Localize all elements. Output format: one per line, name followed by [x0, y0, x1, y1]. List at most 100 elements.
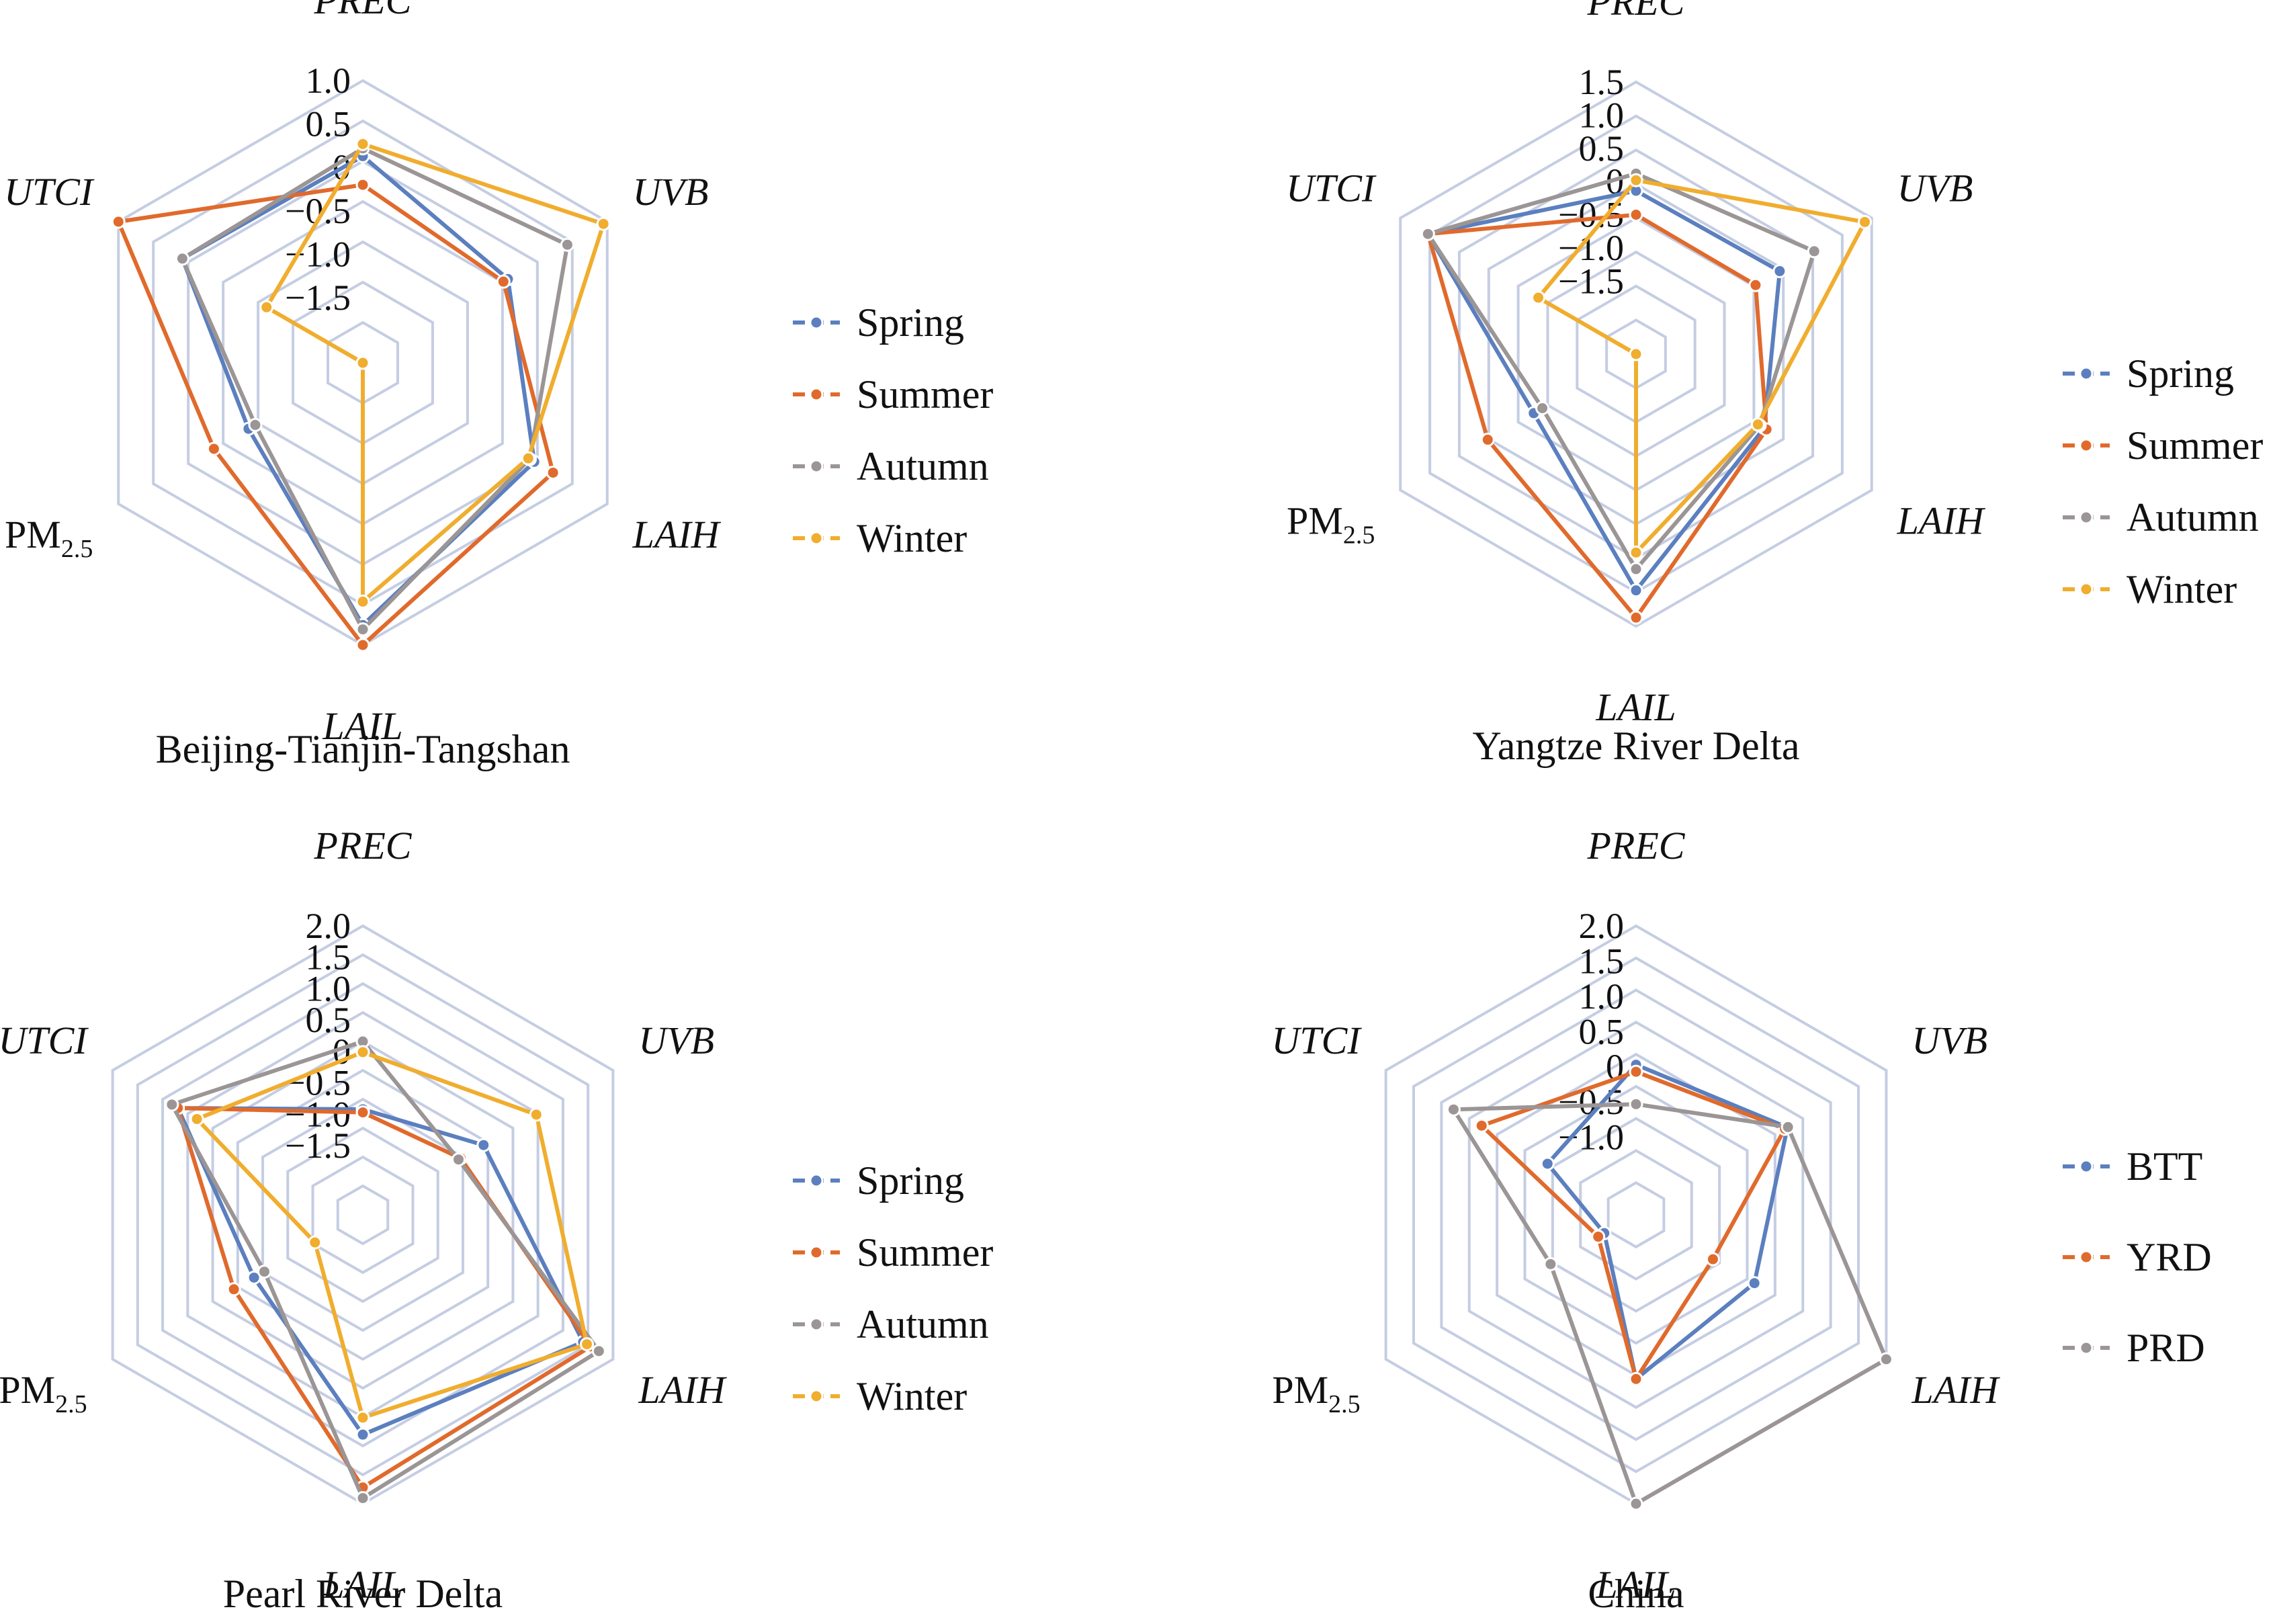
tick-label: 1.5	[1579, 941, 1625, 981]
grid-ring	[336, 1184, 390, 1246]
legend-label-btt: BTT	[2127, 1144, 2202, 1189]
series-point-winter-laih	[521, 451, 535, 466]
legend-marker-spring	[2079, 366, 2094, 381]
series-point-prd-pm2-5	[1543, 1256, 1558, 1271]
series-point-prd-prec	[1629, 1097, 1643, 1111]
radar-panel-yrd: 1.51.00.50−0.5−1.0−1.5PRECUVBLAIHLAILPM2…	[1286, 0, 2263, 768]
series-point-yrd-pm2-5	[1591, 1230, 1606, 1244]
tick-label: −1.5	[285, 277, 351, 318]
series-point-winter-pm2-5	[308, 1235, 323, 1250]
panel-title: Pearl River Delta	[223, 1572, 503, 1616]
series-point-yrd-laih	[1705, 1252, 1720, 1267]
axis-label-uvb: UVB	[1897, 167, 1973, 210]
series-point-summer-prec	[1629, 208, 1643, 222]
legend-marker-winter	[809, 1389, 824, 1404]
series-point-summer-laih	[546, 465, 560, 480]
axis-label-uvb: UVB	[638, 1019, 714, 1062]
tick-label: 1.0	[306, 60, 351, 101]
series-point-autumn-lail	[1629, 562, 1643, 576]
legend-label-winter: Winter	[2127, 567, 2237, 611]
legend-marker-btt	[2079, 1159, 2094, 1174]
tick-label: 1.0	[1579, 95, 1625, 135]
axis-label-uvb: UVB	[633, 170, 709, 214]
axis-label-laih: LAIH	[1897, 499, 1986, 543]
series-point-winter-utci	[1531, 290, 1546, 305]
axis-label-pm2-5: PM2.5	[1272, 1368, 1360, 1418]
series-point-autumn-pm2-5	[1535, 401, 1550, 416]
axis-label-prec: PREC	[314, 0, 413, 22]
series-point-autumn-uvb	[560, 237, 574, 252]
series-point-winter-prec	[1629, 173, 1643, 187]
panel-title: Beijing-Tianjin-Tangshan	[156, 727, 570, 771]
series-point-autumn-laih	[591, 1344, 606, 1359]
tick-label: 0.5	[1579, 1011, 1625, 1052]
axis-label-utci: UTCI	[4, 170, 95, 214]
series-point-prd-uvb	[1780, 1119, 1795, 1134]
legend-marker-autumn	[809, 1317, 824, 1332]
radar-panel-btt: 1.00.50−0.5−1.0−1.5PRECUVBLAIHLAILPM2.5U…	[4, 0, 993, 771]
legend-label-autumn: Autumn	[857, 444, 989, 488]
series-point-summer-prec	[355, 1105, 370, 1120]
legend-marker-summer	[2079, 438, 2094, 453]
grid-ring	[211, 1039, 515, 1390]
tick-label: −1.0	[1558, 1117, 1624, 1158]
tick-label: −1.5	[285, 1125, 351, 1166]
series-point-summer-lail	[1629, 610, 1643, 625]
series-point-yrd-prec	[1629, 1064, 1643, 1079]
axis-label-lail: LAIL	[322, 704, 402, 748]
legend-label-yrd: YRD	[2127, 1235, 2212, 1279]
tick-label: 0.5	[306, 1000, 351, 1040]
axis-label-lail: LAIL	[1595, 685, 1676, 729]
axis-label-pm2-5: PM2.5	[1287, 499, 1375, 550]
legend-marker-yrd	[2079, 1250, 2094, 1265]
series-point-winter-lail	[355, 1410, 370, 1425]
legend-marker-winter	[2079, 582, 2094, 597]
tick-label: 1.0	[1579, 976, 1625, 1017]
series-point-autumn-uvb	[1807, 244, 1821, 259]
series-point-autumn-pm2-5	[248, 417, 263, 432]
series-point-prd-lail	[1629, 1496, 1643, 1511]
series-point-winter-prec	[355, 1045, 370, 1060]
series-point-winter-pm2-5	[1629, 347, 1643, 361]
legend-label-spring: Spring	[857, 300, 964, 345]
legend-marker-summer	[809, 1245, 824, 1260]
axis-label-lail: LAIL	[322, 1563, 402, 1607]
legend-label-autumn: Autumn	[2127, 495, 2259, 540]
series-point-spring-lail	[1629, 583, 1643, 598]
grid-ring	[1467, 1021, 1805, 1409]
grid-ring	[311, 1155, 415, 1275]
axis-label-prec: PREC	[1587, 824, 1686, 867]
series-point-winter-utci	[259, 300, 274, 314]
series-point-winter-utci	[189, 1111, 204, 1126]
legend-marker-prd	[2079, 1340, 2094, 1355]
series-point-spring-uvb	[1772, 264, 1787, 279]
series-point-summer-uvb	[1748, 277, 1763, 292]
series-point-prd-utci	[1446, 1102, 1461, 1117]
series-point-prd-laih	[1879, 1352, 1893, 1367]
axis-label-utci: UTCI	[1286, 167, 1377, 210]
series-point-spring-lail	[355, 1427, 370, 1442]
legend-marker-spring	[809, 1173, 824, 1188]
series-point-btt-utci	[1540, 1156, 1555, 1171]
series-point-winter-uvb	[596, 216, 611, 231]
grid-ring	[1384, 924, 1888, 1506]
grid-ring	[1606, 1181, 1666, 1249]
tick-label: 0.5	[1579, 128, 1625, 169]
axis-label-laih: LAIH	[632, 513, 722, 556]
series-line-prd	[1451, 1102, 1889, 1506]
axis-label-uvb: UVB	[1912, 1019, 1987, 1062]
series-point-winter-pm2-5	[355, 355, 370, 370]
axis-label-lail: LAIL	[1595, 1563, 1676, 1607]
series-point-summer-uvb	[496, 274, 511, 289]
series-point-summer-lail	[355, 638, 370, 652]
series-point-summer-prec	[355, 177, 370, 192]
legend-label-summer: Summer	[857, 372, 993, 417]
series-point-winter-lail	[355, 594, 370, 609]
radar-panel-china: 2.01.51.00.50−0.5−1.0PRECUVBLAIHLAILPM2.…	[1272, 824, 2212, 1616]
series-point-summer-pm2-5	[206, 441, 221, 456]
axis-label-utci: UTCI	[1272, 1019, 1363, 1062]
series-point-autumn-utci	[165, 1097, 179, 1112]
series-point-autumn-utci	[1420, 226, 1435, 241]
legend-label-summer: Summer	[2127, 423, 2263, 468]
axis-label-pm2-5: PM2.5	[5, 513, 93, 563]
